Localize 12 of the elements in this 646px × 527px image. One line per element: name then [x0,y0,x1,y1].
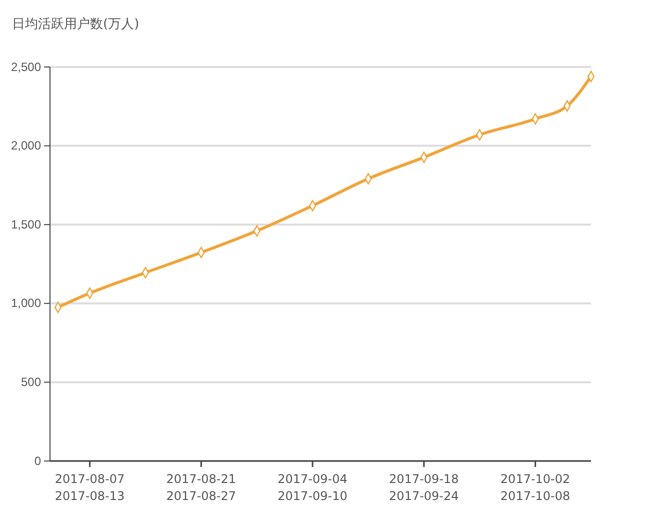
y-axis-title: 日均活跃用户数(万人) [12,17,140,32]
x-tick-label: 2017-10-02 2017-10-08 [500,472,570,503]
y-tick-label: 1,000 [10,296,42,310]
y-tick-label: 2,000 [10,138,42,153]
y-tick-label: 0 [34,454,42,468]
x-tick-label: 2017-08-21 2017-08-27 [166,472,236,503]
x-tick-label: 2017-08-07 2017-08-13 [54,472,125,503]
y-tick-label: 1,500 [10,217,42,232]
x-tick-label: 2017-09-04 2017-09-10 [278,472,348,503]
y-tick-label: 2,500 [10,60,42,74]
y-tick-label: 500 [20,375,42,390]
x-tick-label: 2017-09-18 2017-09-24 [389,472,459,503]
